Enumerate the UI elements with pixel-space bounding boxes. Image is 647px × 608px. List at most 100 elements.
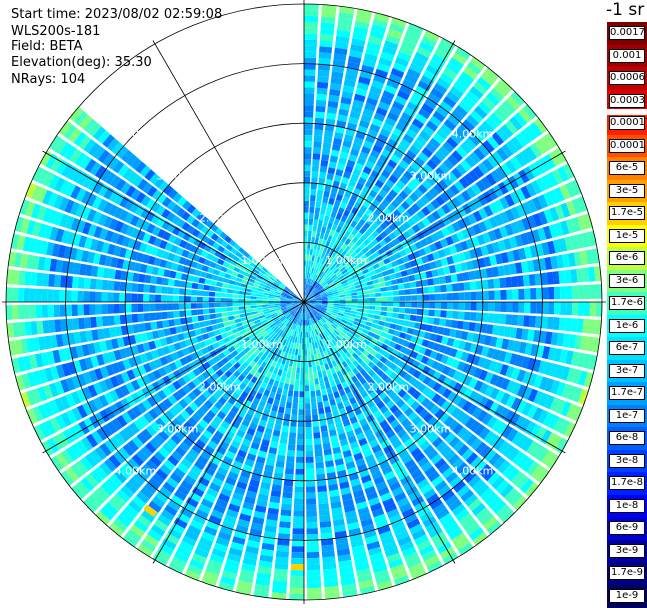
range-gate xyxy=(395,325,402,331)
colorbar-label: 1.7e-5 xyxy=(609,206,645,220)
range-gate xyxy=(139,323,146,332)
colorbar-label: 0.001 xyxy=(609,49,645,63)
range-gate xyxy=(277,455,286,462)
range-gate xyxy=(307,243,310,249)
range-gate xyxy=(42,273,49,286)
range-gate xyxy=(351,292,357,295)
range-gate xyxy=(439,276,446,284)
range-gate xyxy=(306,522,317,528)
range-gate xyxy=(315,360,319,367)
range-gate xyxy=(161,304,167,311)
range-gate xyxy=(314,243,318,249)
range-gate xyxy=(209,308,215,313)
range-gate xyxy=(162,320,169,328)
range-gate xyxy=(315,238,319,245)
range-gate xyxy=(292,403,298,409)
colorbar-label: 6e-6 xyxy=(609,251,645,265)
range-gate xyxy=(446,311,453,319)
range-gate xyxy=(167,295,173,302)
range-gate xyxy=(287,450,295,457)
range-gate xyxy=(292,546,304,552)
range-gate xyxy=(229,280,236,285)
range-gate xyxy=(174,318,181,325)
range-gate xyxy=(352,299,358,302)
range-gate xyxy=(323,376,328,383)
range-gate xyxy=(250,299,256,302)
range-gate xyxy=(221,312,228,317)
range-gate xyxy=(294,385,299,391)
range-gate xyxy=(282,389,288,396)
range-gate xyxy=(405,302,411,307)
range-gate xyxy=(321,11,336,18)
range-gate xyxy=(293,361,297,367)
range-gate xyxy=(274,302,280,304)
range-gate xyxy=(54,290,60,302)
range-gate xyxy=(385,317,392,322)
range-gate xyxy=(320,233,325,240)
range-gate xyxy=(308,225,312,231)
range-gate xyxy=(295,349,298,355)
colorbar-label: 3e-8 xyxy=(609,454,645,468)
range-gate xyxy=(305,344,307,350)
range-gate xyxy=(292,534,304,540)
colorbar-label: 1.7e-7 xyxy=(609,386,645,400)
range-gate xyxy=(328,300,334,302)
range-gate xyxy=(560,286,566,299)
range-gate xyxy=(319,52,332,59)
range-gate xyxy=(393,296,399,301)
range-gate xyxy=(296,463,304,469)
range-gate xyxy=(321,154,329,161)
range-gate xyxy=(452,283,459,291)
range-gate xyxy=(36,273,43,287)
colorbar-gap xyxy=(607,109,647,115)
range-gate xyxy=(495,302,501,312)
range-gate xyxy=(358,298,364,301)
range-gate xyxy=(301,356,304,362)
range-gate xyxy=(89,291,95,302)
range-gate xyxy=(215,308,221,313)
range-gate xyxy=(113,304,119,314)
range-gate xyxy=(155,312,162,320)
range-gate xyxy=(298,427,305,433)
range-gate xyxy=(215,287,222,292)
range-gate xyxy=(464,282,471,291)
range-gate xyxy=(433,277,440,285)
range-gate xyxy=(304,99,314,105)
range-gate xyxy=(240,313,247,317)
range-gate xyxy=(584,285,591,299)
range-gate xyxy=(313,219,318,225)
range-gate xyxy=(30,272,37,286)
range-gate xyxy=(314,135,323,142)
range-gate xyxy=(48,274,55,287)
range-gate xyxy=(144,313,151,321)
range-gate xyxy=(292,367,296,373)
range-gate xyxy=(554,302,560,315)
range-gate xyxy=(282,498,292,505)
range-gate xyxy=(362,286,369,290)
range-gate xyxy=(324,454,333,461)
range-gate xyxy=(298,355,301,361)
range-gate xyxy=(463,321,470,330)
range-gate xyxy=(239,310,245,314)
range-gate xyxy=(307,564,320,570)
range-gate xyxy=(536,288,542,300)
range-gate xyxy=(167,303,173,310)
range-gate xyxy=(273,580,288,587)
range-gate xyxy=(489,302,495,311)
range-gate xyxy=(233,303,239,307)
range-gate xyxy=(96,316,103,327)
range-gate xyxy=(373,319,380,324)
range-gate xyxy=(311,243,315,249)
range-gate xyxy=(511,315,518,326)
range-gate xyxy=(307,588,322,594)
range-gate xyxy=(393,307,399,312)
range-gate xyxy=(185,303,191,309)
range-gate xyxy=(192,283,199,289)
range-gate xyxy=(578,285,584,299)
range-gate xyxy=(452,311,459,319)
range-gate xyxy=(306,492,316,498)
range-gate xyxy=(299,397,304,403)
range-gate xyxy=(173,311,180,318)
range-gate xyxy=(440,310,447,317)
